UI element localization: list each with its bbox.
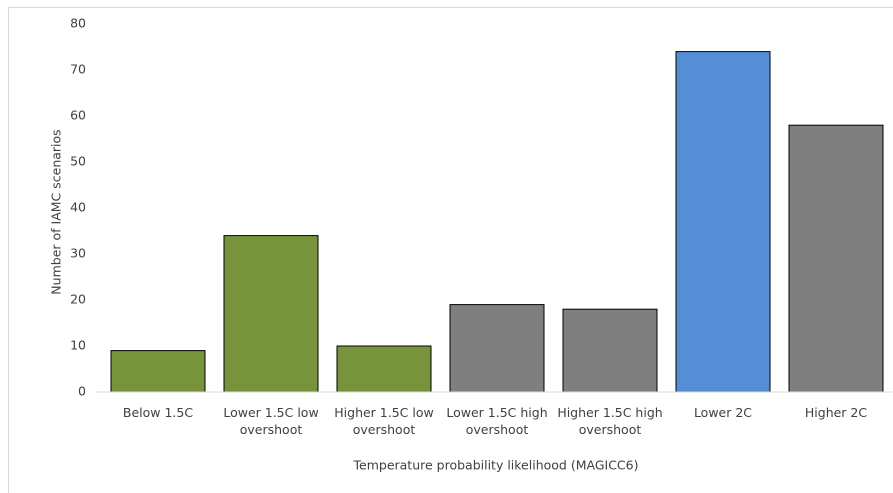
bar [336, 345, 432, 393]
y-tick-label: 0 [78, 384, 86, 399]
bar [223, 235, 319, 393]
y-tick-label: 50 [70, 154, 86, 169]
y-tick-label: 40 [70, 200, 86, 215]
y-tick-label: 10 [70, 338, 86, 353]
bar [110, 350, 206, 393]
bar [562, 308, 658, 393]
x-tick-label: Higher 1.5C low overshoot [334, 405, 434, 437]
y-tick-label: 30 [70, 246, 86, 261]
bar [788, 124, 884, 393]
bar [675, 51, 771, 393]
x-tick-label: Higher 1.5C high overshoot [557, 405, 663, 437]
x-axis-label: Temperature probability likelihood (MAGI… [353, 458, 639, 473]
x-tick-label: Below 1.5C [122, 405, 194, 420]
y-tick-label: 80 [70, 16, 86, 31]
y-tick-label: 70 [70, 62, 86, 77]
x-tick-label: Lower 1.5C low overshoot [223, 405, 319, 437]
x-tick-label: Lower 1.5C high overshoot [446, 405, 548, 437]
chart-frame [8, 7, 893, 493]
y-axis-label: Number of IAMC scenarios [49, 129, 64, 294]
x-tick-label: Lower 2C [693, 405, 753, 420]
y-tick-label: 20 [70, 292, 86, 307]
y-tick-label: 60 [70, 108, 86, 123]
bar [449, 304, 545, 393]
x-tick-label: Higher 2C [804, 405, 868, 420]
